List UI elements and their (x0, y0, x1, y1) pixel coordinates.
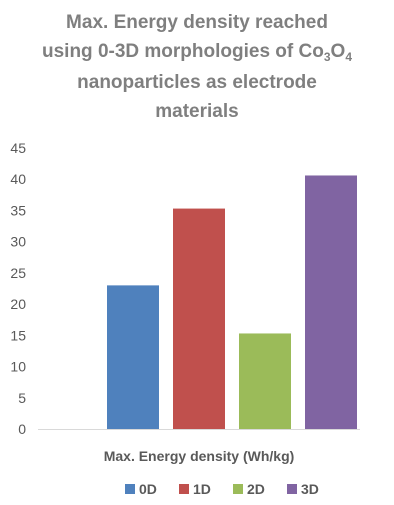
bar-3d (305, 175, 357, 429)
title-subscript: 3 (323, 50, 331, 64)
legend-label-2d: 2D (247, 481, 265, 497)
y-tick-label: 15 (10, 327, 26, 343)
title-text: O (330, 41, 346, 62)
bar-1d (173, 208, 225, 429)
y-tick-label: 45 (10, 140, 26, 156)
legend-swatch-1d (179, 484, 189, 494)
title-text: nanoparticles as electrode materials (77, 72, 317, 122)
y-tick-label: 25 (10, 265, 26, 281)
y-tick-label: 10 (10, 359, 26, 375)
y-tick-label: 0 (18, 421, 26, 437)
y-tick-label: 20 (10, 296, 26, 312)
legend-label-1d: 1D (193, 481, 211, 497)
y-tick-label: 30 (10, 234, 26, 250)
title-text: Max. Energy density reached using 0-3D m… (42, 12, 328, 62)
x-axis-title: Max. Energy density (Wh/kg) (104, 448, 295, 464)
legend-swatch-2d (233, 484, 243, 494)
bar-0d (107, 285, 159, 429)
bar-2d (239, 333, 291, 429)
y-tick-label: 35 (10, 202, 26, 218)
legend-swatch-3d (287, 484, 297, 494)
legend-swatch-0d (125, 484, 135, 494)
y-tick-label: 5 (18, 390, 26, 406)
legend-label-0d: 0D (139, 481, 157, 497)
legend-label-3d: 3D (301, 481, 319, 497)
y-tick-label: 40 (10, 171, 26, 187)
chart-title: Max. Energy density reached using 0-3D m… (18, 8, 376, 126)
title-subscript: 4 (345, 50, 352, 64)
